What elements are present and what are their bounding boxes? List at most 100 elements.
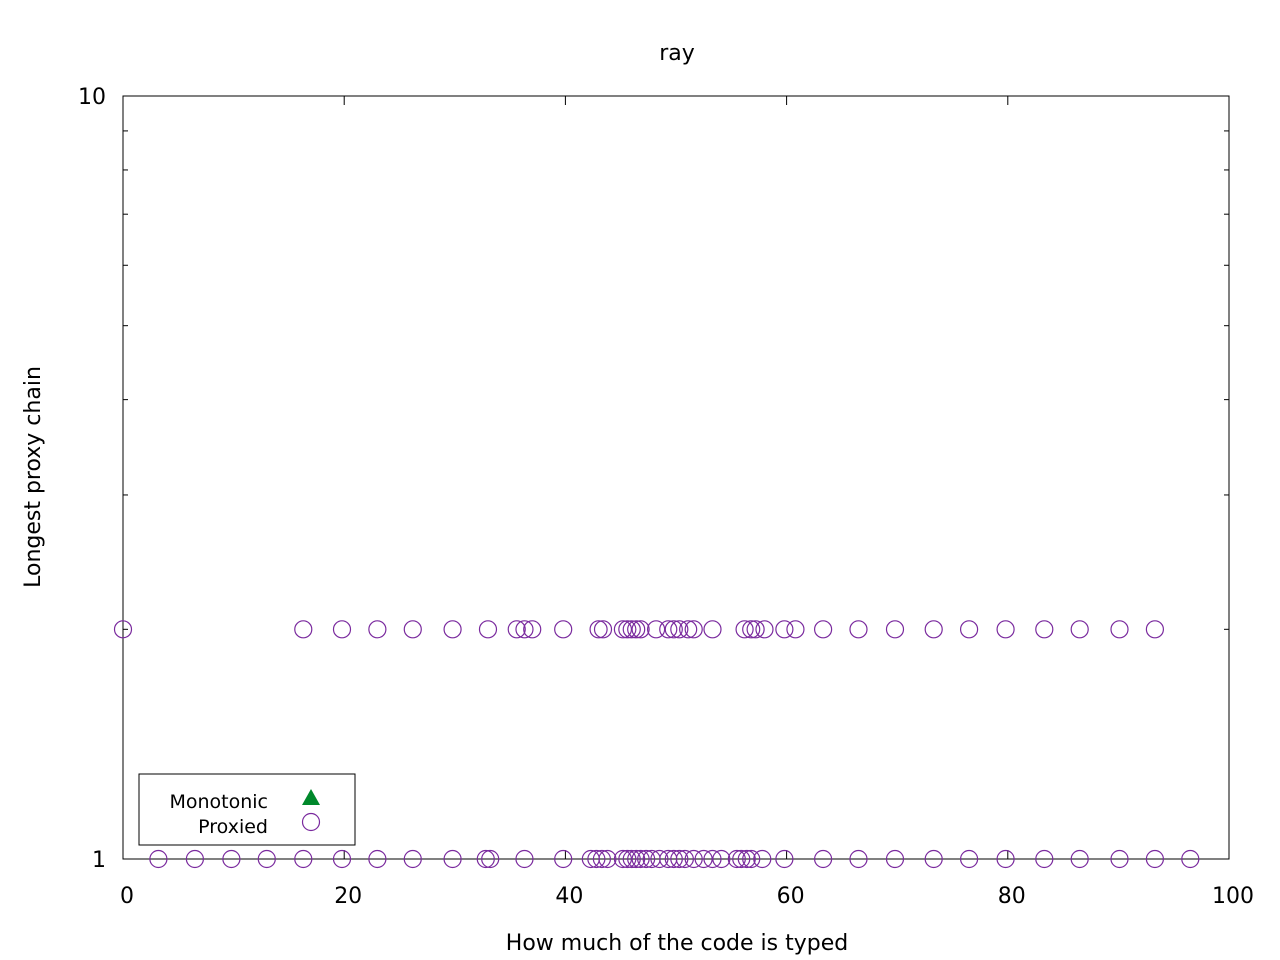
data-point-proxied [746, 620, 765, 639]
x-axis: 0 20 40 60 80 100 [120, 96, 1254, 909]
data-point-proxied [694, 849, 713, 869]
data-point-proxied [1035, 849, 1054, 869]
data-point-proxied [631, 620, 650, 639]
plot-frame [122, 95, 1230, 860]
data-point-proxied [1145, 849, 1164, 869]
data-point-proxied [659, 620, 678, 639]
data-point-proxied [332, 620, 352, 639]
data-point-proxied [478, 620, 498, 639]
data-point-proxied [924, 620, 943, 639]
data-point-proxied [294, 849, 313, 869]
data-point-proxied [613, 849, 633, 869]
circle-marker-icon [301, 812, 321, 832]
data-point-proxied [924, 849, 943, 869]
data-point-proxied [368, 620, 387, 639]
data-point-proxied [515, 849, 534, 869]
data-point-proxied [732, 849, 751, 869]
data-point-proxied [403, 849, 422, 869]
data-point-proxied [959, 620, 979, 639]
data-point-proxied [618, 620, 637, 639]
data-point-proxied [589, 620, 608, 639]
data-point-proxied [613, 620, 633, 639]
data-point-proxied [618, 849, 637, 869]
legend-label-proxied: Proxied [198, 816, 268, 838]
data-point-proxied [637, 849, 656, 869]
x-tick-label: 20 [334, 884, 362, 909]
data-point-proxied [703, 849, 722, 869]
data-points [113, 620, 1200, 869]
data-point-proxied [1070, 849, 1089, 869]
data-point-proxied [554, 620, 573, 639]
data-point-proxied [1110, 849, 1129, 869]
data-point-proxied [368, 849, 387, 869]
data-point-proxied [1035, 620, 1054, 639]
data-point-proxied [592, 849, 611, 869]
data-point-proxied [885, 849, 905, 869]
data-point-proxied [1070, 620, 1089, 639]
data-point-proxied [675, 849, 694, 869]
data-point-proxied [959, 849, 979, 869]
x-tick-label: 0 [120, 884, 134, 909]
data-point-proxied [403, 620, 422, 639]
data-point-proxied [664, 620, 683, 639]
data-point-proxied [627, 620, 646, 639]
data-point-proxied [622, 620, 641, 639]
data-point-proxied [737, 849, 756, 869]
data-point-proxied [775, 849, 794, 869]
y-tick-label: 10 [78, 85, 106, 110]
data-point-proxied [742, 620, 761, 639]
data-point-proxied [670, 849, 689, 869]
y-tick-label: 1 [92, 848, 106, 873]
data-point-proxied [1181, 849, 1200, 869]
data-point-proxied [679, 620, 698, 639]
data-point-proxied [996, 620, 1015, 639]
x-tick-label: 80 [998, 884, 1026, 909]
data-point-proxied [753, 849, 772, 869]
x-tick-label: 60 [777, 884, 805, 909]
data-point-proxied [523, 620, 542, 639]
data-point-proxied [332, 849, 352, 869]
data-point-proxied [622, 849, 641, 869]
chart-title: ray [659, 41, 695, 66]
legend: Monotonic Proxied [138, 773, 356, 846]
data-point-proxied [735, 620, 754, 639]
data-point-proxied [294, 620, 313, 639]
data-point-proxied [598, 849, 617, 869]
data-point-proxied [627, 849, 646, 869]
data-point-proxied [755, 620, 774, 639]
data-point-proxied [593, 620, 613, 639]
data-point-proxied [786, 620, 805, 639]
data-point-proxied [476, 849, 495, 869]
data-point-proxied [664, 849, 683, 869]
data-point-proxied [712, 849, 731, 869]
data-point-proxied [443, 620, 462, 639]
data-point-proxied [481, 849, 500, 869]
data-point-proxied [631, 849, 650, 869]
data-point-proxied [996, 849, 1015, 869]
data-point-proxied [149, 849, 168, 869]
data-point-proxied [554, 849, 573, 869]
data-point-proxied [185, 849, 204, 869]
data-point-proxied [646, 620, 666, 639]
data-point-proxied [813, 849, 833, 869]
data-point-proxied [670, 620, 689, 639]
data-point-proxied [222, 849, 241, 869]
data-point-proxied [1110, 620, 1129, 639]
data-point-proxied [113, 620, 133, 639]
data-point-proxied [775, 620, 794, 639]
data-point-proxied [650, 849, 669, 869]
data-point-proxied [587, 849, 606, 869]
data-point-proxied [507, 620, 526, 639]
data-point-proxied [684, 849, 703, 869]
data-point-proxied [849, 620, 868, 639]
legend-label-monotonic: Monotonic [169, 791, 268, 813]
data-point-proxied [443, 849, 462, 869]
data-point-proxied [257, 849, 276, 869]
data-point-proxied [885, 620, 905, 639]
x-tick-label: 40 [555, 884, 583, 909]
y-axis: 1 10 [78, 85, 1229, 873]
data-point-proxied [703, 620, 722, 639]
data-point-proxied [727, 849, 746, 869]
x-axis-label: How much of the code is typed [506, 931, 848, 956]
